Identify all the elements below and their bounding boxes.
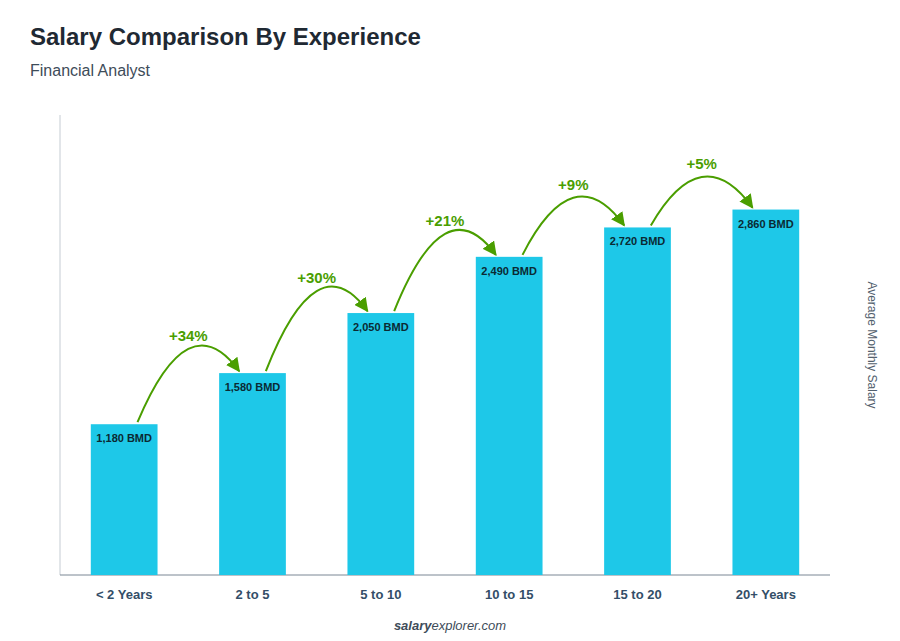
- x-tick-label: 20+ Years: [736, 587, 796, 602]
- bar: [732, 210, 799, 575]
- title: Salary Comparison By Experience: [30, 23, 421, 50]
- bar: [347, 313, 414, 575]
- change-arrow: [266, 287, 368, 372]
- x-tick-label: 5 to 10: [360, 587, 401, 602]
- x-axis-line: [60, 575, 830, 576]
- subtitle: Financial Analyst: [30, 62, 151, 79]
- x-tick-label: < 2 Years: [96, 587, 153, 602]
- data-label: 1,180 BMD: [96, 432, 152, 444]
- change-arrow: [394, 230, 496, 311]
- y-axis-line: [60, 115, 61, 575]
- bar: [476, 257, 543, 575]
- change-label: +9%: [558, 176, 588, 193]
- footer-part: explorer.com: [431, 618, 506, 633]
- x-tick-label: 15 to 20: [613, 587, 661, 602]
- data-label: 2,050 BMD: [353, 321, 409, 333]
- footer-part: salary: [394, 618, 432, 633]
- chart-container: Salary Comparison By Experience Financial…: [0, 0, 900, 641]
- change-label: +21%: [426, 212, 465, 229]
- bar: [219, 373, 286, 575]
- change-arrow: [651, 177, 753, 226]
- change-arrow: [138, 345, 240, 422]
- change-label: +34%: [169, 327, 208, 344]
- data-label: 2,490 BMD: [481, 265, 537, 277]
- chart-svg: Salary Comparison By Experience Financial…: [0, 0, 900, 641]
- bars: [91, 210, 799, 575]
- bar: [604, 227, 671, 575]
- bar: [91, 424, 158, 575]
- change-arrow: [523, 197, 625, 255]
- change-label: +30%: [297, 269, 336, 286]
- x-tick-label: 10 to 15: [485, 587, 533, 602]
- data-label: 2,860 BMD: [738, 218, 794, 230]
- data-label: 2,720 BMD: [610, 235, 666, 247]
- x-tick-label: 2 to 5: [236, 587, 270, 602]
- footer: salaryexplorer.com: [394, 618, 506, 633]
- change-label: +5%: [686, 155, 716, 172]
- y-axis-label: Average Monthly Salary: [865, 281, 879, 408]
- data-label: 1,580 BMD: [225, 381, 281, 393]
